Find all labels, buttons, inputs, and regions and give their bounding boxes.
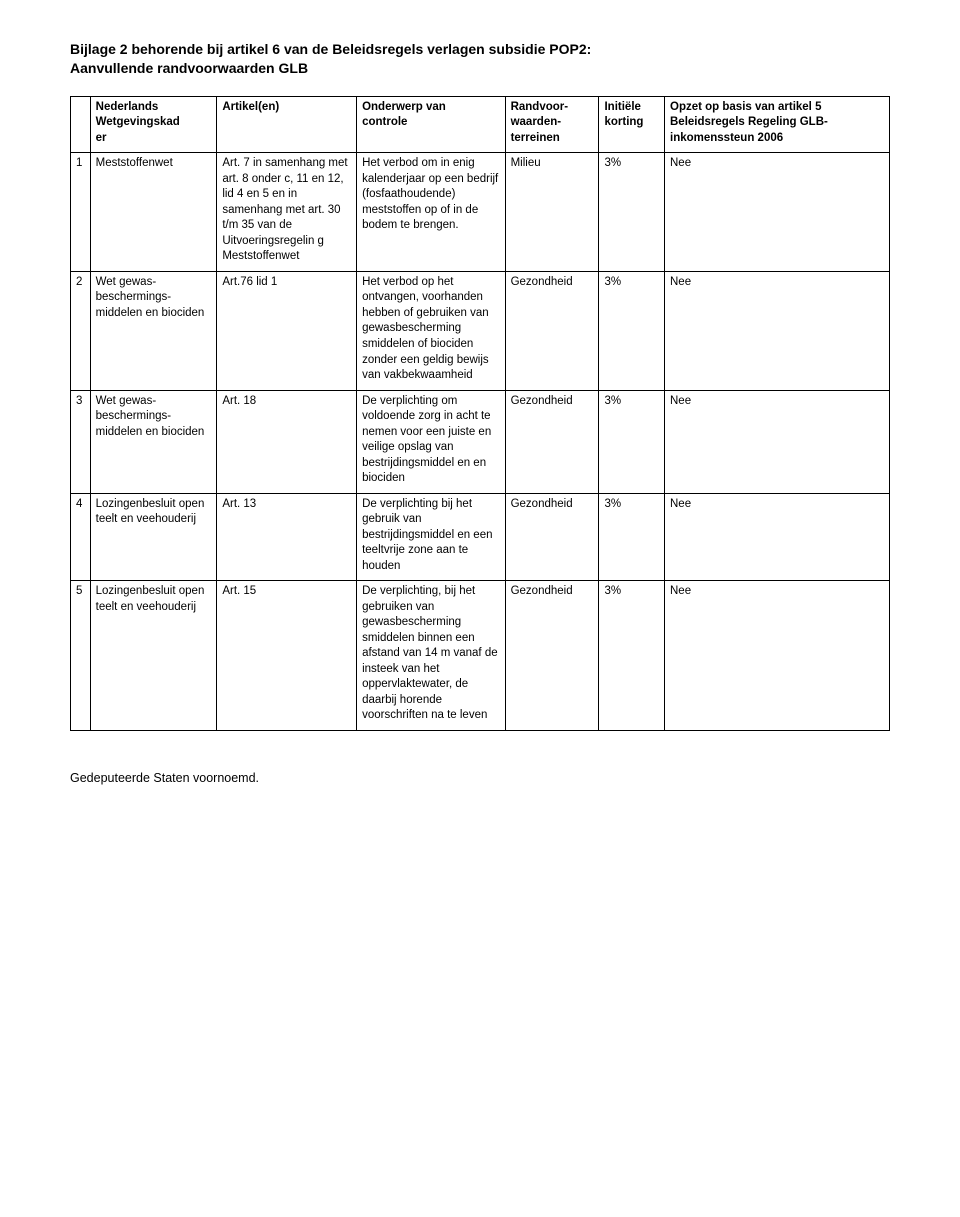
cell-opz: Nee [665,153,890,272]
cell-ond: De verplichting, bij het gebruiken van g… [357,581,506,731]
cell-terr: Gezondheid [505,581,599,731]
cell-kort: 3% [599,153,665,272]
cell-wet: Wet gewas-beschermings-middelen en bioci… [90,271,217,390]
col-wetgevingskader: Nederlands Wetgevingskad er [90,96,217,153]
cell-opz: Nee [665,581,890,731]
appendix-title: Bijlage 2 behorende bij artikel 6 van de… [70,40,890,78]
cell-opz: Nee [665,271,890,390]
cell-opz: Nee [665,390,890,493]
table-row: 4 Lozingenbesluit open teelt en veehoude… [71,493,890,581]
cell-terr: Milieu [505,153,599,272]
document-page: Bijlage 2 behorende bij artikel 6 van de… [0,0,960,815]
cell-terr: Gezondheid [505,390,599,493]
footer-text: Gedeputeerde Staten voornoemd. [70,771,890,785]
cell-number: 2 [71,271,91,390]
cell-terr: Gezondheid [505,271,599,390]
col-onderwerp: Onderwerp van controle [357,96,506,153]
col-opzet: Opzet op basis van artikel 5 Beleidsrege… [665,96,890,153]
col-artikelen: Artikel(en) [217,96,357,153]
col-terreinen: Randvoor- waarden- terreinen [505,96,599,153]
cell-wet: Lozingenbesluit open teelt en veehouderi… [90,493,217,581]
col-number [71,96,91,153]
cell-number: 3 [71,390,91,493]
cell-ond: De verplichting bij het gebruik van best… [357,493,506,581]
cell-wet: Meststoffenwet [90,153,217,272]
table-row: 1 Meststoffenwet Art. 7 in samenhang met… [71,153,890,272]
cell-wet: Wet gewas-beschermings-middelen en bioci… [90,390,217,493]
col-korting: Initiële korting [599,96,665,153]
cell-ond: De verplichting om voldoende zorg in ach… [357,390,506,493]
cell-kort: 3% [599,493,665,581]
table-header-row: Nederlands Wetgevingskad er Artikel(en) … [71,96,890,153]
cell-wet: Lozingenbesluit open teelt en veehouderi… [90,581,217,731]
cell-kort: 3% [599,581,665,731]
cell-kort: 3% [599,271,665,390]
cell-opz: Nee [665,493,890,581]
cell-art: Art.76 lid 1 [217,271,357,390]
cell-art: Art. 15 [217,581,357,731]
table-row: 3 Wet gewas-beschermings-middelen en bio… [71,390,890,493]
cell-number: 1 [71,153,91,272]
table-row: 2 Wet gewas-beschermings-middelen en bio… [71,271,890,390]
cell-kort: 3% [599,390,665,493]
cell-number: 5 [71,581,91,731]
rules-table: Nederlands Wetgevingskad er Artikel(en) … [70,96,890,731]
title-line-2: Aanvullende randvoorwaarden GLB [70,60,308,76]
table-body: 1 Meststoffenwet Art. 7 in samenhang met… [71,153,890,731]
cell-art: Art. 18 [217,390,357,493]
table-row: 5 Lozingenbesluit open teelt en veehoude… [71,581,890,731]
cell-ond: Het verbod op het ontvangen, voorhanden … [357,271,506,390]
cell-number: 4 [71,493,91,581]
title-line-1: Bijlage 2 behorende bij artikel 6 van de… [70,41,591,57]
cell-art: Art. 7 in samenhang met art. 8 onder c, … [217,153,357,272]
cell-terr: Gezondheid [505,493,599,581]
cell-ond: Het verbod om in enig kalenderjaar op ee… [357,153,506,272]
cell-art: Art. 13 [217,493,357,581]
